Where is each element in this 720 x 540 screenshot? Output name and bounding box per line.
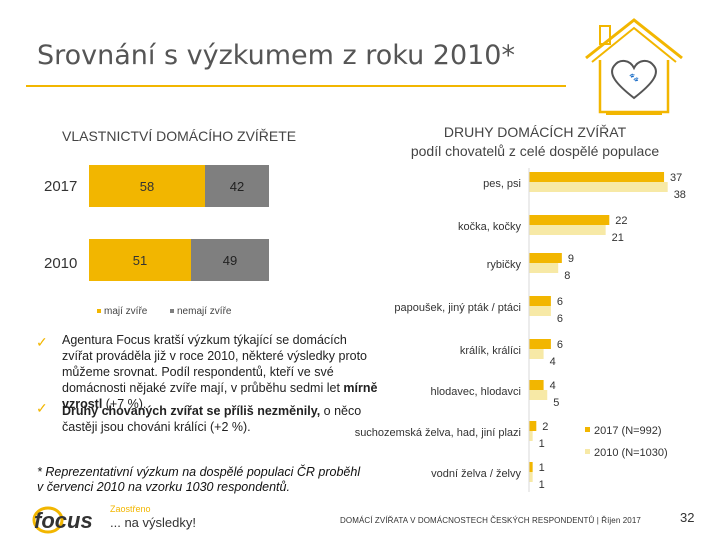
category-label-hlodavec-hlodavci: hlodavec, hlodavci xyxy=(430,386,521,398)
slide-title: Srovnání s výzkumem z roku 2010* xyxy=(37,40,515,71)
legend-swatch-2017 xyxy=(585,427,590,432)
category-label-rybicky: rybičky xyxy=(487,259,522,271)
footnote: * Reprezentativní výzkum na dospělé popu… xyxy=(37,465,361,494)
data-label-papousek-jiny-ptak-ptaci-2017: 6 xyxy=(557,296,563,308)
bar-kralik-kralici-2010 xyxy=(529,349,544,359)
bar-kocka-kocky-2010 xyxy=(529,225,606,235)
bar-suchozemska-zelva-had-jini-plazi-2010 xyxy=(529,431,533,441)
types-chart-title: DRUHY DOMÁCÍCH ZVÍŘAT podíl chovatelů z … xyxy=(390,123,680,161)
ownership-bar-2010-not: 49 xyxy=(191,239,269,281)
legend-swatch xyxy=(97,309,101,314)
bar-kralik-kralici-2017 xyxy=(529,339,551,349)
svg-text:🐾: 🐾 xyxy=(629,73,639,82)
legend-swatch-2010 xyxy=(585,449,590,454)
ownership-chart-title: VLASTNICTVÍ DOMÁCÍHO ZVÍŘETE xyxy=(62,128,297,144)
bar-papousek-jiny-ptak-ptaci-2017 xyxy=(529,296,551,306)
bar-vodni-zelva-zelvy-2010 xyxy=(529,472,533,482)
ownership-legend-have: mají zvíře xyxy=(97,306,147,317)
legend-label-2010: 2010 (N=1030) xyxy=(594,447,668,459)
note-paragraph: Agentura Focus kratší výzkum týkající se… xyxy=(62,333,378,411)
data-label-pes-psi-2010: 38 xyxy=(674,189,686,201)
data-label-kralik-kralici-2010: 4 xyxy=(550,356,556,368)
category-label-papousek-jiny-ptak-ptaci: papoušek, jiný pták / ptáci xyxy=(394,302,521,314)
data-label-rybicky-2017: 9 xyxy=(568,253,574,265)
data-label-hlodavec-hlodavci-2017: 4 xyxy=(550,380,556,392)
bar-papousek-jiny-ptak-ptaci-2010 xyxy=(529,306,551,316)
ownership-bar-2017-not: 42 xyxy=(205,165,269,207)
category-label-kocka-kocky: kočka, kočky xyxy=(458,221,521,233)
ownership-bar-2010-have: 51 xyxy=(89,239,191,281)
bar-rybicky-2010 xyxy=(529,263,559,273)
title-underline xyxy=(26,85,566,87)
legend-label-2017: 2017 (N=992) xyxy=(594,425,662,437)
data-label-papousek-jiny-ptak-ptaci-2010: 6 xyxy=(557,313,563,325)
category-label-pes-psi: pes, psi xyxy=(483,178,521,190)
data-label-suchozemska-zelva-had-jini-plazi-2017: 2 xyxy=(542,421,548,433)
bar-suchozemska-zelva-had-jini-plazi-2017 xyxy=(529,421,537,431)
types-chart-title-text: DRUHY DOMÁCÍCH ZVÍŘAT xyxy=(443,124,627,140)
bar-rybicky-2017 xyxy=(529,253,562,263)
category-label-kralik-kralici: králík, králíci xyxy=(460,345,521,357)
check-icon: ✓ xyxy=(36,400,48,416)
check-icon: ✓ xyxy=(36,334,48,350)
types-chart-subtitle: podíl chovatelů z celé dospělé populace xyxy=(410,143,660,159)
house-heart-icon: 🐾 xyxy=(585,18,683,115)
logo-tagline-top: Zaostřeno xyxy=(110,504,151,514)
note-paragraph: Druhy chovaných zvířat se příliš nezměni… xyxy=(62,404,362,434)
footer-text: DOMÁCÍ ZVÍŘATA V DOMÁCNOSTECH ČESKÝCH RE… xyxy=(340,516,641,525)
data-label-kocka-kocky-2017: 22 xyxy=(615,215,627,227)
focus-logo-icon xyxy=(32,506,64,534)
data-label-pes-psi-2017: 37 xyxy=(670,172,682,184)
ownership-bar-2017-have: 58 xyxy=(89,165,205,207)
bar-pes-psi-2010 xyxy=(529,182,668,192)
category-label-vodni-zelva-zelvy: vodní želva / želvy xyxy=(431,468,521,480)
bar-hlodavec-hlodavci-2010 xyxy=(529,390,548,400)
data-label-hlodavec-hlodavci-2010: 5 xyxy=(553,397,559,409)
bar-vodni-zelva-zelvy-2017 xyxy=(529,462,533,472)
category-label-suchozemska-zelva-had-jini-plazi: suchozemská želva, had, jiní plazi xyxy=(355,427,521,439)
data-label-vodni-zelva-zelvy-2017: 1 xyxy=(539,462,545,474)
data-label-rybicky-2010: 8 xyxy=(564,270,570,282)
data-label-suchozemska-zelva-had-jini-plazi-2010: 1 xyxy=(539,438,545,450)
bar-pes-psi-2017 xyxy=(529,172,665,182)
data-label-kocka-kocky-2010: 21 xyxy=(612,232,624,244)
data-label-vodni-zelva-zelvy-2010: 1 xyxy=(539,479,545,491)
ownership-year-label: 2017 xyxy=(44,178,78,195)
ownership-year-label: 2010 xyxy=(44,255,78,272)
page-number: 32 xyxy=(680,510,695,525)
bar-hlodavec-hlodavci-2017 xyxy=(529,380,544,390)
data-label-kralik-kralici-2017: 6 xyxy=(557,339,563,351)
legend-swatch xyxy=(170,309,174,314)
logo-tagline-bottom: ... na výsledky! xyxy=(110,515,196,530)
focus-logo-text: focus xyxy=(34,508,93,533)
bar-kocka-kocky-2017 xyxy=(529,215,610,225)
ownership-legend-not: nemají zvíře xyxy=(170,306,231,317)
